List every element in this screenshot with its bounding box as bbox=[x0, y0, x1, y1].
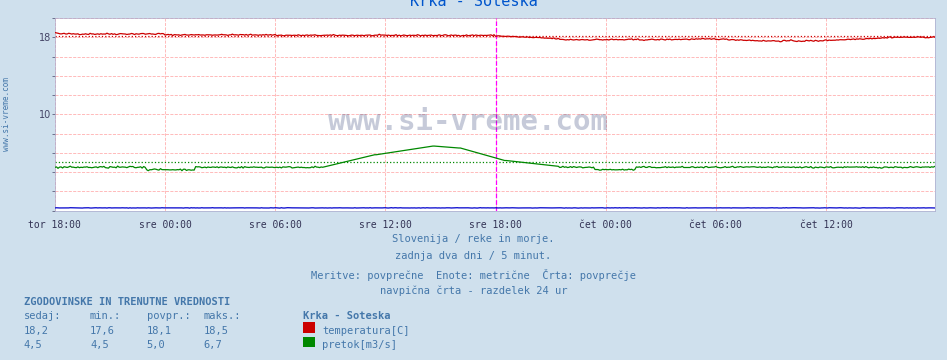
Text: Slovenija / reke in morje.: Slovenija / reke in morje. bbox=[392, 234, 555, 244]
Text: povpr.:: povpr.: bbox=[147, 311, 190, 321]
Text: sre 12:00: sre 12:00 bbox=[359, 220, 412, 230]
Text: pretok[m3/s]: pretok[m3/s] bbox=[322, 340, 397, 350]
Text: www.si-vreme.com: www.si-vreme.com bbox=[329, 108, 608, 136]
Text: maks.:: maks.: bbox=[204, 311, 241, 321]
Text: 18,2: 18,2 bbox=[24, 326, 48, 336]
Text: ZGODOVINSKE IN TRENUTNE VREDNOSTI: ZGODOVINSKE IN TRENUTNE VREDNOSTI bbox=[24, 297, 230, 307]
Text: temperatura[C]: temperatura[C] bbox=[322, 326, 409, 336]
Text: Krka - Soteska: Krka - Soteska bbox=[410, 0, 537, 9]
Text: Meritve: povprečne  Enote: metrične  Črta: povprečje: Meritve: povprečne Enote: metrične Črta:… bbox=[311, 269, 636, 280]
Text: 6,7: 6,7 bbox=[204, 340, 223, 350]
Text: zadnja dva dni / 5 minut.: zadnja dva dni / 5 minut. bbox=[396, 251, 551, 261]
Text: min.:: min.: bbox=[90, 311, 121, 321]
Text: tor 18:00: tor 18:00 bbox=[28, 220, 81, 230]
Text: sre 06:00: sre 06:00 bbox=[249, 220, 302, 230]
Text: 18,1: 18,1 bbox=[147, 326, 171, 336]
Text: čet 00:00: čet 00:00 bbox=[580, 220, 633, 230]
Text: 4,5: 4,5 bbox=[90, 340, 109, 350]
Text: 18,5: 18,5 bbox=[204, 326, 228, 336]
Text: 5,0: 5,0 bbox=[147, 340, 166, 350]
Text: čet 12:00: čet 12:00 bbox=[799, 220, 852, 230]
Text: Krka - Soteska: Krka - Soteska bbox=[303, 311, 390, 321]
Text: navpična črta - razdelek 24 ur: navpična črta - razdelek 24 ur bbox=[380, 286, 567, 296]
Text: sedaj:: sedaj: bbox=[24, 311, 62, 321]
Text: sre 00:00: sre 00:00 bbox=[138, 220, 191, 230]
Text: čet 06:00: čet 06:00 bbox=[689, 220, 742, 230]
Text: www.si-vreme.com: www.si-vreme.com bbox=[2, 77, 11, 151]
Text: 4,5: 4,5 bbox=[24, 340, 43, 350]
Text: 17,6: 17,6 bbox=[90, 326, 115, 336]
Text: sre 18:00: sre 18:00 bbox=[469, 220, 522, 230]
